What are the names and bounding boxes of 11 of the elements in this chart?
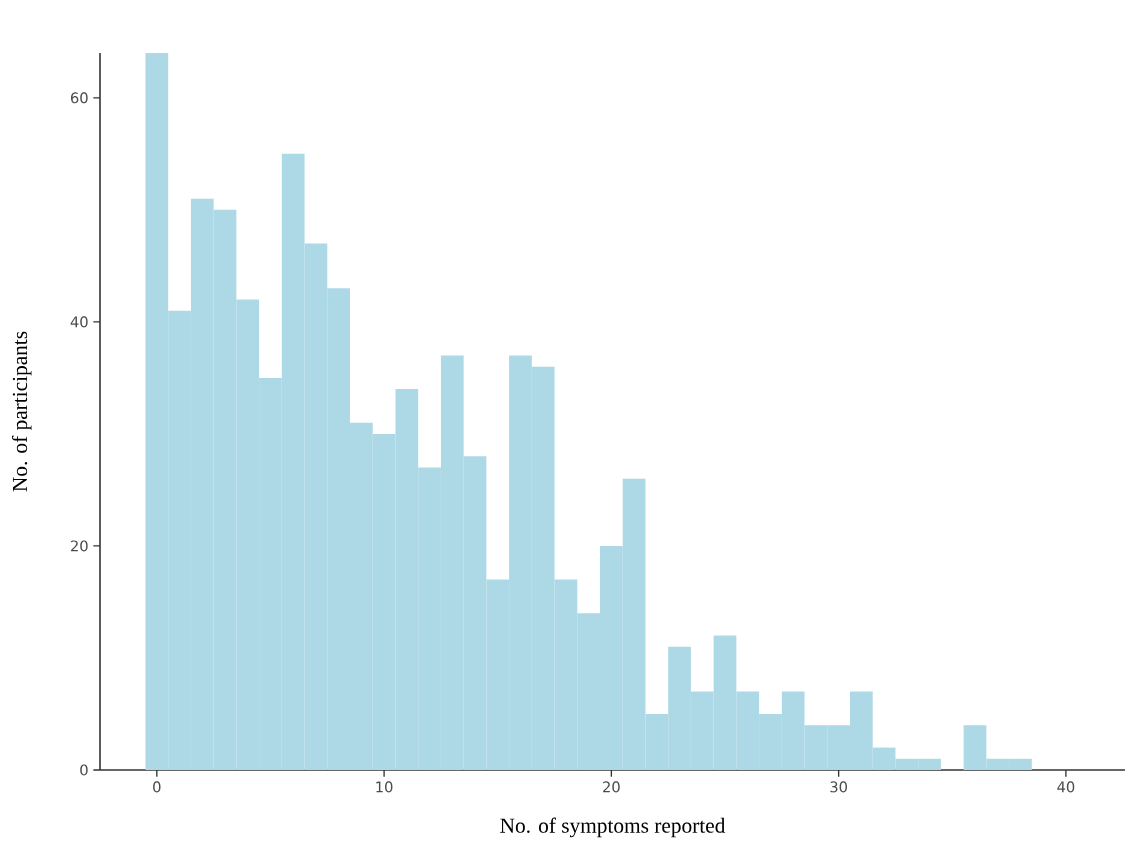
x-tick-label: 30 bbox=[830, 781, 847, 793]
y-tick-label: 20 bbox=[71, 540, 88, 552]
y-axis-title: No. of participants bbox=[11, 331, 32, 492]
x-axis-title: No. of symptoms reported bbox=[500, 817, 726, 838]
y-tick-label: 60 bbox=[70, 92, 88, 104]
x-tick-label: 0 bbox=[153, 781, 161, 793]
y-tick-label: 40 bbox=[70, 316, 88, 328]
y-tick-label: 0 bbox=[80, 764, 88, 776]
x-tick-label: 10 bbox=[376, 781, 393, 793]
x-tick-label: 40 bbox=[1057, 781, 1075, 793]
x-tick-label: 20 bbox=[603, 781, 620, 793]
